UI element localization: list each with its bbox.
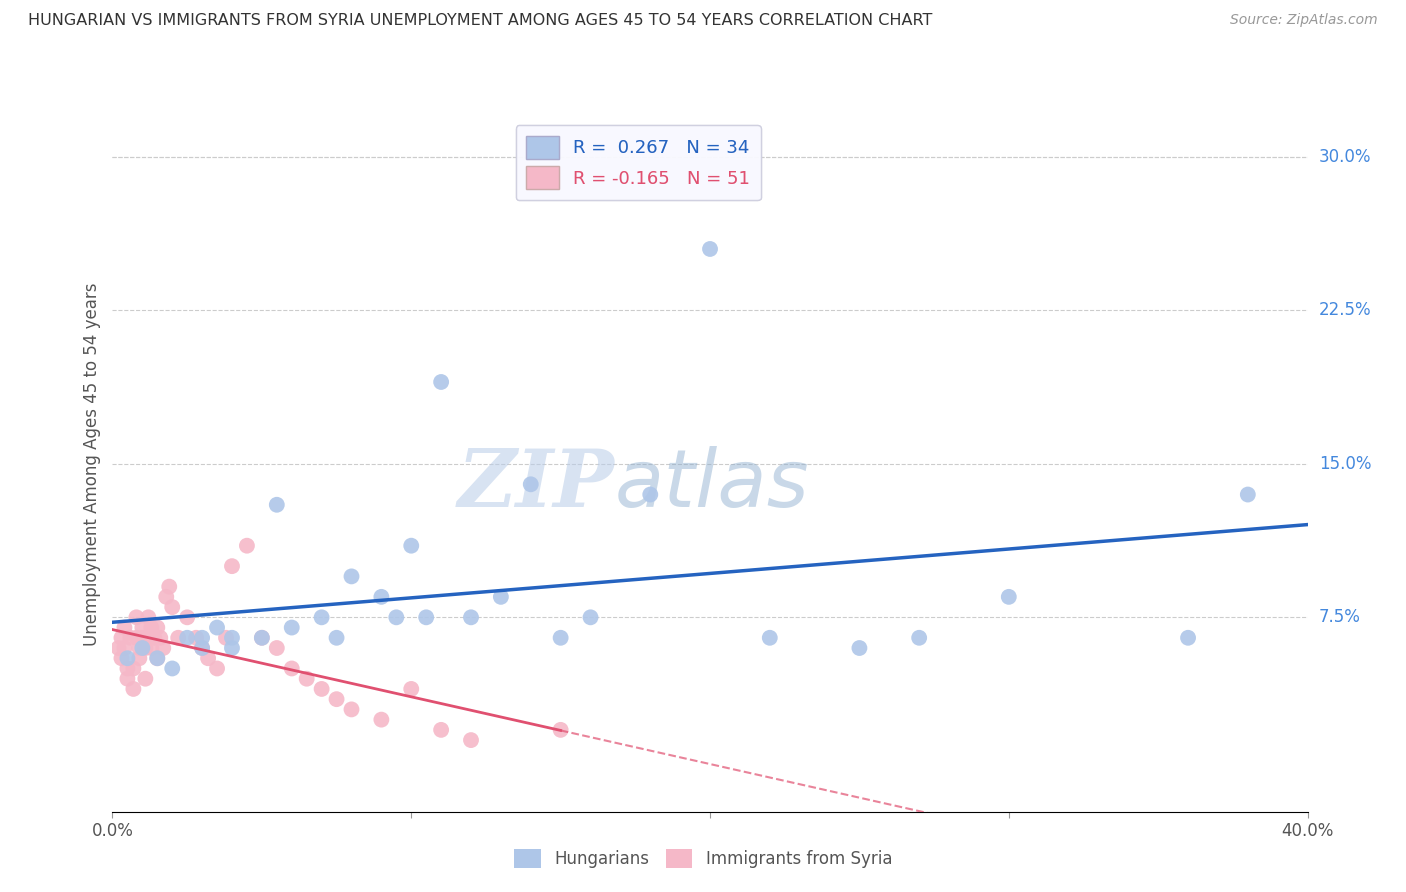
Point xyxy=(146,621,169,635)
Point xyxy=(134,672,156,686)
Point xyxy=(401,539,423,553)
Legend: Hungarians, Immigrants from Syria: Hungarians, Immigrants from Syria xyxy=(508,842,898,875)
Point xyxy=(908,631,931,645)
Point xyxy=(107,640,129,655)
Point xyxy=(134,640,156,655)
Point xyxy=(250,631,273,645)
Point xyxy=(117,651,139,665)
Point xyxy=(141,640,163,655)
Point xyxy=(117,672,139,686)
Point xyxy=(221,640,243,655)
Point xyxy=(638,487,662,501)
Point xyxy=(141,621,163,635)
Point xyxy=(460,610,482,624)
Point xyxy=(848,640,870,655)
Y-axis label: Unemployment Among Ages 45 to 54 years: Unemployment Among Ages 45 to 54 years xyxy=(83,282,101,646)
Point xyxy=(131,640,153,655)
Point xyxy=(311,681,333,696)
Point xyxy=(125,631,148,645)
Point xyxy=(236,539,259,553)
Point xyxy=(460,733,482,747)
Text: 22.5%: 22.5% xyxy=(1319,301,1371,319)
Point xyxy=(162,600,183,615)
Point xyxy=(176,610,198,624)
Point xyxy=(157,580,180,594)
Text: HUNGARIAN VS IMMIGRANTS FROM SYRIA UNEMPLOYMENT AMONG AGES 45 TO 54 YEARS CORREL: HUNGARIAN VS IMMIGRANTS FROM SYRIA UNEMP… xyxy=(28,13,932,29)
Point xyxy=(1177,631,1199,645)
Point xyxy=(114,640,135,655)
Point xyxy=(370,590,392,604)
Point xyxy=(128,651,150,665)
Legend: R =  0.267   N = 34, R = -0.165   N = 51: R = 0.267 N = 34, R = -0.165 N = 51 xyxy=(516,125,761,201)
Point xyxy=(430,375,453,389)
Point xyxy=(295,672,318,686)
Point xyxy=(998,590,1021,604)
Point xyxy=(340,702,363,716)
Point xyxy=(415,610,437,624)
Point xyxy=(197,651,219,665)
Point xyxy=(430,723,453,737)
Point xyxy=(579,610,602,624)
Point xyxy=(221,631,243,645)
Text: atlas: atlas xyxy=(614,446,810,524)
Point xyxy=(191,640,214,655)
Point xyxy=(125,610,148,624)
Point xyxy=(114,621,135,635)
Point xyxy=(155,590,177,604)
Point xyxy=(205,661,228,675)
Point xyxy=(340,569,363,583)
Point xyxy=(489,590,512,604)
Point xyxy=(699,242,721,256)
Point xyxy=(215,631,238,645)
Point xyxy=(131,631,153,645)
Point xyxy=(325,631,347,645)
Point xyxy=(149,631,172,645)
Point xyxy=(191,631,214,645)
Point xyxy=(110,651,132,665)
Point xyxy=(191,640,214,655)
Point xyxy=(370,713,392,727)
Point xyxy=(117,661,139,675)
Point xyxy=(167,631,190,645)
Point xyxy=(162,661,183,675)
Point xyxy=(152,640,174,655)
Point xyxy=(266,498,288,512)
Point xyxy=(281,621,304,635)
Point xyxy=(520,477,543,491)
Point xyxy=(550,723,572,737)
Text: ZIP: ZIP xyxy=(457,446,614,524)
Point xyxy=(205,621,228,635)
Point xyxy=(266,640,288,655)
Point xyxy=(311,610,333,624)
Point xyxy=(138,610,160,624)
Point xyxy=(120,631,142,645)
Point xyxy=(131,621,153,635)
Point xyxy=(325,692,347,706)
Point xyxy=(122,681,145,696)
Point xyxy=(385,610,408,624)
Point xyxy=(281,661,304,675)
Point xyxy=(250,631,273,645)
Point xyxy=(128,640,150,655)
Text: 15.0%: 15.0% xyxy=(1319,455,1371,473)
Text: Source: ZipAtlas.com: Source: ZipAtlas.com xyxy=(1230,13,1378,28)
Point xyxy=(122,661,145,675)
Point xyxy=(143,631,166,645)
Point xyxy=(146,651,169,665)
Text: 7.5%: 7.5% xyxy=(1319,608,1361,626)
Point xyxy=(401,681,423,696)
Point xyxy=(550,631,572,645)
Point xyxy=(186,631,208,645)
Point xyxy=(138,631,160,645)
Point xyxy=(176,631,198,645)
Text: 30.0%: 30.0% xyxy=(1319,148,1371,166)
Point xyxy=(110,631,132,645)
Point xyxy=(1237,487,1260,501)
Point xyxy=(759,631,782,645)
Point xyxy=(146,651,169,665)
Point xyxy=(221,559,243,574)
